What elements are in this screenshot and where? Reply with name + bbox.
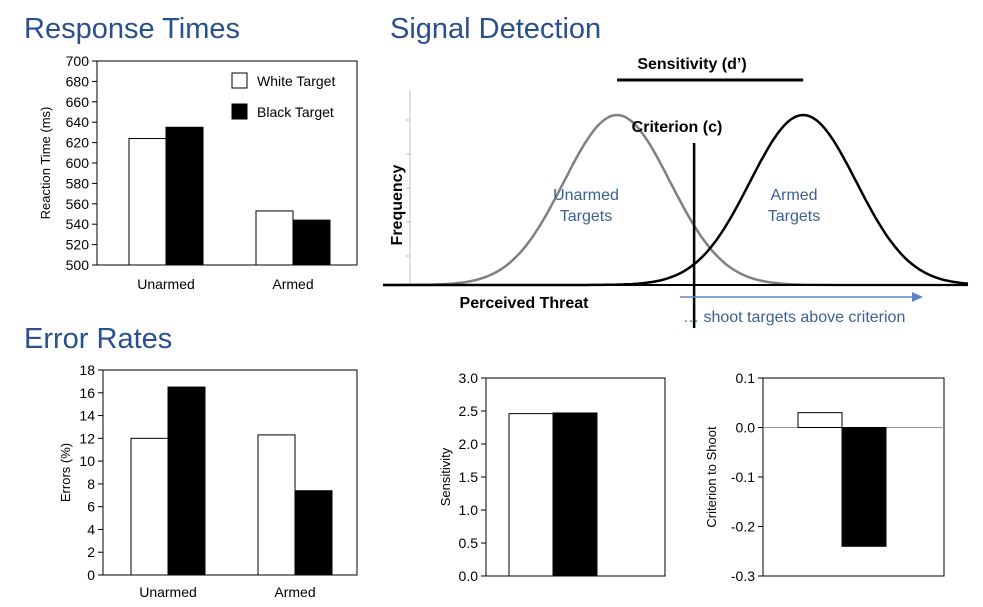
rt-ylabel: Reaction Time (ms): [38, 107, 53, 220]
legend-swatch-black: [231, 103, 248, 120]
sens-ylabel: Sensitivity: [438, 447, 453, 506]
rt-ytick-label: 700: [66, 53, 90, 69]
armed-targets-label-1: Armed: [770, 187, 817, 204]
rt-ytick-label: 560: [66, 196, 90, 212]
err-bar-white: [130, 437, 169, 576]
rt-category-label: Armed: [272, 276, 313, 292]
signal-detection-diagram: Sensitivity (d’) Criterion (c) Frequency…: [383, 56, 969, 328]
err-ytick-label: 10: [79, 453, 95, 469]
armed-curve: [383, 113, 969, 287]
sens-ytick-label: 0.0: [459, 568, 479, 584]
heading-signal-detection: Signal Detection: [390, 13, 601, 45]
crit-bar-black: [841, 427, 887, 547]
response-times-chart: 500 520 540 560 580 600 620 640 660 680 700 Reactio…: [38, 53, 358, 292]
sens-bar-black: [552, 412, 598, 577]
crit-bar-white: [797, 412, 843, 428]
sens-bar-white: [508, 413, 554, 577]
legend-label-white: White Target: [257, 73, 335, 89]
crit-ytick-label: -0.2: [731, 519, 755, 535]
err-ylabel: Errors (%): [58, 443, 73, 502]
heading-response-times: Response Times: [24, 13, 240, 45]
criterion-chart: -0.3 -0.2 -0.1 0.0 0.1 Criterion to Shoot: [704, 370, 945, 584]
err-category-label: Unarmed: [139, 584, 197, 600]
sens-ytick-label: 3.0: [459, 370, 479, 386]
err-bar-white: [257, 434, 296, 576]
err-ytick-label: 12: [79, 430, 95, 446]
err-ytick-label: 16: [79, 385, 95, 401]
err-ytick-label: 0: [87, 567, 95, 583]
sdt-y-ticks: [406, 119, 410, 257]
err-ytick-label: 14: [79, 408, 95, 424]
legend: White Target Black Target: [231, 72, 335, 120]
err-bar-black: [167, 386, 206, 576]
err-ytick-label: 4: [87, 521, 95, 537]
armed-targets-label-2: Targets: [768, 208, 820, 225]
heading-error-rates: Error Rates: [24, 323, 172, 355]
sens-ytick-label: 2.5: [459, 403, 479, 419]
rt-bar-white: [128, 138, 167, 266]
rt-bar-black: [165, 126, 204, 266]
crit-ytick-label: 0.1: [736, 370, 756, 386]
err-ytick-label: 18: [79, 362, 95, 378]
err-ytick-label: 8: [87, 476, 95, 492]
sens-ytick-label: 2.0: [459, 436, 479, 452]
legend-swatch-white: [231, 72, 248, 89]
rt-ytick-label: 600: [66, 155, 90, 171]
err-category-label: Armed: [274, 584, 315, 600]
legend-label-black: Black Target: [257, 104, 334, 120]
err-ytick-label: 2: [87, 544, 95, 560]
sens-ytick-label: 0.5: [459, 535, 479, 551]
perceived-threat-label: Perceived Threat: [460, 295, 590, 312]
crit-ytick-label: -0.1: [731, 469, 755, 485]
err-bar-black: [294, 490, 333, 576]
sens-ytick-label: 1.0: [459, 502, 479, 518]
err-ytick-label: 6: [87, 499, 95, 515]
rt-category-label: Unarmed: [137, 276, 195, 292]
err-plot-frame: [102, 369, 358, 576]
rt-bar-black: [292, 219, 331, 266]
frequency-label: Frequency: [389, 164, 406, 245]
rt-ytick-label: 680: [66, 73, 90, 89]
rt-ytick-label: 660: [66, 94, 90, 110]
sensitivity-chart: 0.0 0.5 1.0 1.5 2.0 2.5 3.0 Sensitivity: [438, 370, 666, 584]
unarmed-targets-label-2: Targets: [560, 208, 612, 225]
rt-ytick-label: 540: [66, 216, 90, 232]
sensitivity-label: Sensitivity (d’): [637, 56, 746, 73]
rt-ytick-label: 520: [66, 237, 90, 253]
rt-ytick-label: 500: [66, 257, 90, 273]
unarmed-curve: [383, 113, 968, 287]
unarmed-targets-label-1: Unarmed: [553, 187, 619, 204]
rt-bar-white: [255, 210, 294, 266]
crit-ylabel: Criterion to Shoot: [704, 426, 719, 528]
rt-ytick-label: 580: [66, 175, 90, 191]
shoot-arrow-head: [912, 292, 923, 302]
sens-ytick-label: 1.5: [459, 469, 479, 485]
shoot-criterion-text: … shoot targets above criterion: [683, 309, 905, 326]
crit-ytick-label: 0.0: [736, 420, 756, 436]
error-rates-chart: 0 2 4 6 8 10 12 14 16 18 Errors (%) Unarmed Armed: [58, 362, 358, 600]
crit-ytick-label: -0.3: [731, 568, 755, 584]
rt-ytick-label: 640: [66, 114, 90, 130]
rt-ytick-label: 620: [66, 135, 90, 151]
criterion-label: Criterion (c): [632, 119, 723, 136]
